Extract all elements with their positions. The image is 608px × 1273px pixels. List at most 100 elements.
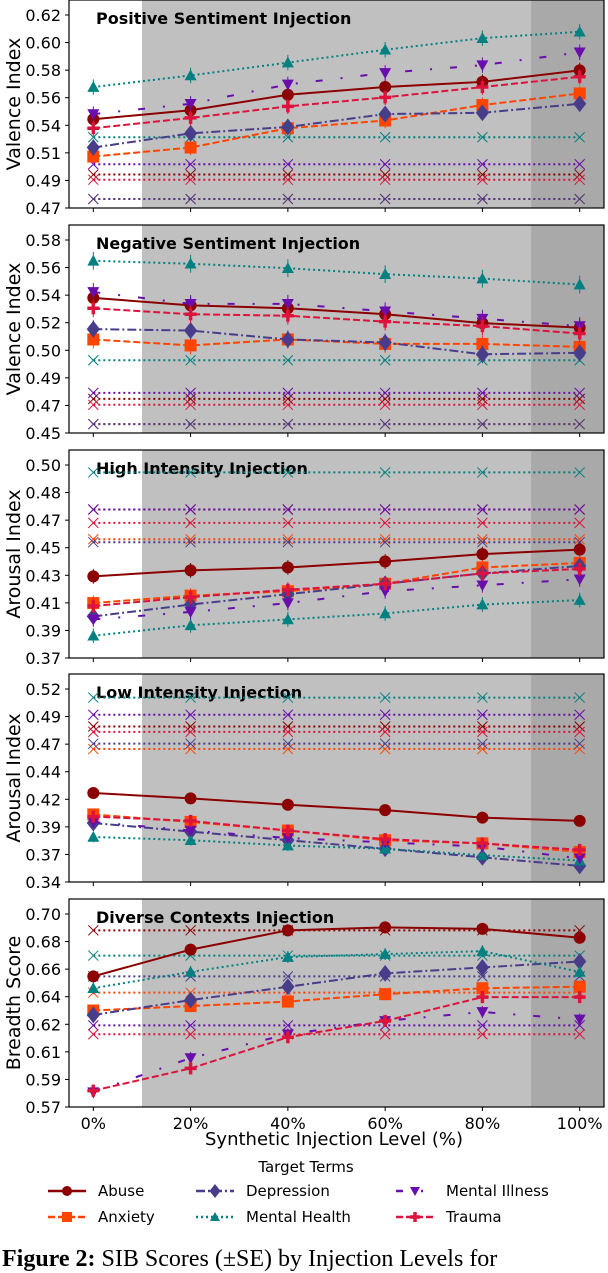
baseline-marker bbox=[574, 131, 586, 143]
y-tick-label: 0.58 bbox=[25, 61, 61, 80]
data-point-trauma bbox=[573, 562, 586, 575]
series-line-abuse bbox=[93, 548, 580, 578]
data-point-trauma bbox=[573, 991, 586, 1004]
data-point-abuse bbox=[573, 543, 586, 556]
baseline-marker bbox=[574, 393, 586, 405]
legend-item-anxiety: Anxiety bbox=[48, 1208, 155, 1226]
data-point-abuse bbox=[87, 970, 100, 983]
data-point-abuse bbox=[87, 787, 100, 800]
data-point-depression bbox=[183, 124, 198, 142]
panel-title: High Intensity Injection bbox=[96, 459, 308, 478]
baseline-marker bbox=[282, 709, 294, 721]
baseline-marker bbox=[185, 536, 196, 548]
baseline-marker bbox=[379, 504, 391, 515]
panel-title: Positive Sentiment Injection bbox=[96, 9, 351, 28]
data-point-mental-health bbox=[476, 272, 489, 284]
baseline-marker bbox=[574, 692, 586, 703]
baseline-marker bbox=[379, 536, 391, 548]
baseline-marker bbox=[185, 504, 196, 515]
y-tick-label: 0.48 bbox=[25, 484, 61, 503]
baseline-marker bbox=[185, 692, 196, 703]
data-point-depression bbox=[475, 345, 490, 363]
y-tick-label: 0.60 bbox=[25, 34, 61, 53]
baseline-marker bbox=[282, 193, 294, 205]
y-tick-label: 0.45 bbox=[25, 424, 61, 443]
series-line-mental-illness bbox=[93, 578, 580, 621]
data-point-depression bbox=[281, 978, 295, 996]
baseline-marker bbox=[87, 950, 99, 961]
baseline-marker bbox=[379, 193, 391, 205]
data-point-depression bbox=[183, 991, 198, 1009]
baseline-marker bbox=[477, 709, 488, 721]
data-point-mental-health bbox=[476, 32, 489, 43]
baseline-marker bbox=[87, 418, 99, 430]
series-line-abuse bbox=[93, 296, 580, 329]
y-tick-label: 0.47 bbox=[25, 511, 61, 530]
baseline-marker bbox=[379, 418, 391, 430]
series-line-trauma bbox=[93, 307, 580, 335]
baseline-marker bbox=[477, 971, 488, 982]
baseline-marker bbox=[185, 709, 196, 721]
data-point-anxiety bbox=[184, 141, 197, 154]
data-point-depression bbox=[573, 344, 587, 362]
data-point-depression bbox=[281, 331, 295, 348]
series-line-mental-health bbox=[93, 599, 580, 637]
series-line-trauma bbox=[93, 996, 580, 1092]
baseline-marker bbox=[185, 738, 196, 750]
baseline-marker bbox=[574, 387, 586, 399]
data-point-trauma bbox=[379, 1014, 392, 1027]
shaded-region-dark bbox=[531, 899, 604, 1107]
legend-item-abuse: Abuse bbox=[48, 1182, 144, 1200]
baseline-marker bbox=[379, 354, 391, 366]
data-point-abuse bbox=[379, 555, 392, 568]
legend-marker bbox=[410, 1187, 420, 1196]
data-point-anxiety bbox=[476, 337, 489, 350]
data-point-mental-health bbox=[573, 965, 586, 977]
data-point-trauma bbox=[379, 315, 392, 328]
x-tick-label: 60% bbox=[367, 1114, 403, 1133]
y-axis-label: Breadth Score bbox=[3, 936, 25, 1071]
data-point-abuse bbox=[281, 561, 294, 574]
data-point-mental-illness bbox=[184, 825, 197, 837]
baseline-marker bbox=[477, 726, 488, 738]
data-point-mental-health bbox=[87, 982, 100, 994]
data-point-depression bbox=[378, 334, 392, 351]
baseline-marker bbox=[574, 738, 586, 750]
y-tick-label: 0.39 bbox=[25, 621, 61, 640]
y-tick-label: 0.62 bbox=[25, 6, 61, 25]
data-point-mental-illness bbox=[281, 598, 294, 610]
y-tick-label: 0.49 bbox=[25, 369, 61, 388]
y-tick-label: 0.58 bbox=[25, 231, 61, 250]
baseline-marker bbox=[87, 1028, 99, 1040]
data-point-depression bbox=[86, 139, 100, 156]
data-point-anxiety bbox=[573, 980, 586, 993]
baseline-marker bbox=[87, 721, 99, 732]
baseline-marker bbox=[87, 131, 99, 143]
baseline-marker bbox=[379, 393, 391, 405]
data-point-depression bbox=[475, 104, 490, 122]
data-point-abuse bbox=[281, 88, 294, 101]
baseline-marker bbox=[87, 169, 99, 180]
data-point-mental-health bbox=[476, 598, 489, 610]
baseline-marker bbox=[477, 1028, 488, 1040]
baseline-marker bbox=[379, 738, 391, 750]
panel-title: Low Intensity Injection bbox=[96, 683, 302, 702]
y-tick-label: 0.66 bbox=[25, 960, 61, 979]
data-point-trauma bbox=[184, 814, 197, 827]
baseline-marker bbox=[574, 467, 586, 478]
data-point-mental-illness bbox=[87, 287, 100, 298]
y-tick-label: 0.64 bbox=[25, 988, 61, 1007]
baseline-marker bbox=[87, 924, 99, 936]
data-point-mental-illness bbox=[184, 1053, 197, 1065]
shaded-region-dark bbox=[531, 450, 604, 658]
baseline-marker bbox=[185, 418, 196, 430]
data-point-anxiety bbox=[87, 333, 100, 346]
series-line-mental-health bbox=[93, 950, 580, 990]
baseline-marker bbox=[185, 1019, 196, 1031]
data-point-depression bbox=[281, 118, 295, 136]
data-point-trauma bbox=[476, 81, 489, 94]
data-point-abuse bbox=[476, 548, 489, 561]
data-point-mental-illness bbox=[573, 853, 586, 865]
y-axis-label: Valence Index bbox=[3, 38, 25, 171]
baseline-marker bbox=[477, 131, 488, 143]
